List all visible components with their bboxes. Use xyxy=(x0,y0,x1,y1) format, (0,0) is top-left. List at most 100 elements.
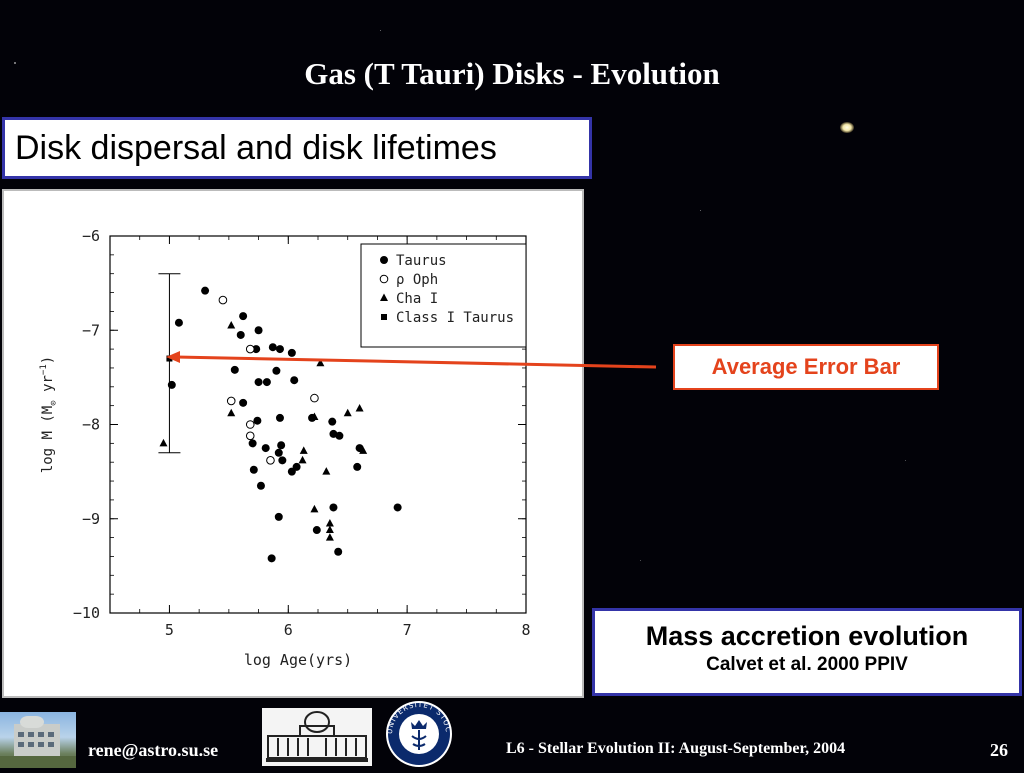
data-point xyxy=(245,344,255,354)
data-point xyxy=(218,295,228,305)
data-point xyxy=(278,456,287,465)
data-point xyxy=(322,467,331,475)
data-point xyxy=(287,348,296,357)
y-tick-label: −9 xyxy=(82,510,100,528)
annotation-label-text: Average Error Bar xyxy=(711,354,901,379)
data-point xyxy=(310,412,319,420)
data-point xyxy=(355,403,364,412)
data-point xyxy=(353,462,362,471)
university-seal: UNIVERSITET STOCKHOLMS xyxy=(382,700,452,767)
data-point xyxy=(290,376,299,385)
data-point xyxy=(174,318,183,327)
data-point xyxy=(268,343,277,352)
data-point xyxy=(312,526,321,535)
chart-panel: 5 6 7 8 −6 −7 −8 −9 −10 log Age(yrs) log M (M⊙ yr−… xyxy=(2,189,584,698)
legend-label: Cha I xyxy=(396,291,438,307)
x-tick-label: 5 xyxy=(165,621,174,639)
data-point xyxy=(329,503,338,512)
subtitle-text: Disk dispersal and disk lifetimes xyxy=(15,128,497,167)
crown-icon xyxy=(411,720,427,729)
caption-title: Mass accretion evolution xyxy=(645,621,969,651)
data-point xyxy=(272,366,281,375)
data-point xyxy=(275,413,284,422)
data-point xyxy=(245,420,255,429)
observatory-logo xyxy=(262,708,372,766)
data-point xyxy=(274,512,283,521)
footer-email[interactable]: rene@astro.su.se xyxy=(88,740,219,760)
data-point xyxy=(248,439,257,448)
x-tick-label: 6 xyxy=(284,621,293,639)
data-point xyxy=(239,312,248,321)
x-tick-label: 7 xyxy=(403,621,412,639)
data-point xyxy=(335,431,344,440)
data-point xyxy=(267,554,276,563)
data-point xyxy=(167,380,176,389)
campus-photo xyxy=(0,712,76,768)
data-point xyxy=(201,286,210,295)
data-point xyxy=(254,326,263,335)
caption-citation: Calvet et al. 2000 PPIV xyxy=(706,654,908,675)
footer-course: L6 - Stellar Evolution II: August-Septem… xyxy=(506,740,846,757)
data-point xyxy=(230,365,239,374)
data-point xyxy=(239,398,248,407)
data-point xyxy=(245,431,255,441)
data-point xyxy=(262,378,271,387)
slide-title: Gas (T Tauri) Disks - Evolution xyxy=(304,56,720,91)
data-point xyxy=(310,504,319,513)
data-point xyxy=(254,378,263,387)
star xyxy=(640,560,641,561)
legend-marker xyxy=(379,274,389,284)
legend-box xyxy=(360,243,527,348)
data-point xyxy=(316,358,325,367)
y-tick-label: −10 xyxy=(73,604,100,622)
data-point xyxy=(310,393,319,403)
legend-label: ρ Oph xyxy=(396,272,438,288)
caption-box: Mass accretion evolution Calvet et al. 2… xyxy=(592,608,1022,696)
data-point xyxy=(227,408,236,417)
star xyxy=(380,30,381,31)
y-axis-label: log M (M⊙ yr−1) xyxy=(39,356,59,473)
legend-marker xyxy=(380,293,388,301)
data-point xyxy=(227,321,236,329)
data-point xyxy=(325,525,334,534)
scatter-chart: 5 6 7 8 −6 −7 −8 −9 −10 log Age(yrs) log M (M⊙ yr−… xyxy=(39,227,531,669)
torch-icon xyxy=(411,730,427,750)
data-point xyxy=(343,408,352,417)
annotation-label: Average Error Bar xyxy=(673,344,939,390)
page-number: 26 xyxy=(990,740,1008,760)
legend-label: Taurus xyxy=(396,253,447,269)
data-point xyxy=(359,446,368,454)
data-point xyxy=(166,355,173,362)
data-point xyxy=(226,396,236,406)
bright-star xyxy=(840,122,854,133)
data-point xyxy=(261,444,270,453)
x-tick-label: 8 xyxy=(521,621,530,639)
data-point xyxy=(236,330,245,339)
data-point xyxy=(325,518,334,527)
data-point xyxy=(253,416,262,425)
data-point xyxy=(298,455,307,464)
data-point xyxy=(159,438,168,447)
data-point xyxy=(325,533,334,541)
y-tick-label: −6 xyxy=(82,227,100,245)
data-point xyxy=(277,441,286,450)
subtitle-box: Disk dispersal and disk lifetimes xyxy=(2,117,592,179)
data-point xyxy=(274,448,283,457)
star xyxy=(700,210,701,211)
legend-marker xyxy=(380,256,388,264)
star xyxy=(14,62,16,64)
data-point xyxy=(299,446,308,454)
legend-marker xyxy=(381,314,387,320)
y-tick-label: −8 xyxy=(82,416,100,434)
data-point xyxy=(252,345,261,354)
data-point xyxy=(275,345,284,354)
star xyxy=(905,460,906,461)
data-point xyxy=(393,503,402,512)
building-image xyxy=(0,716,76,768)
legend-label: Class I Taurus xyxy=(396,310,514,326)
data-point xyxy=(266,456,275,465)
x-axis-label: log Age(yrs) xyxy=(244,651,352,669)
data-point xyxy=(334,547,343,556)
data-point xyxy=(256,481,265,490)
data-point xyxy=(249,465,258,474)
